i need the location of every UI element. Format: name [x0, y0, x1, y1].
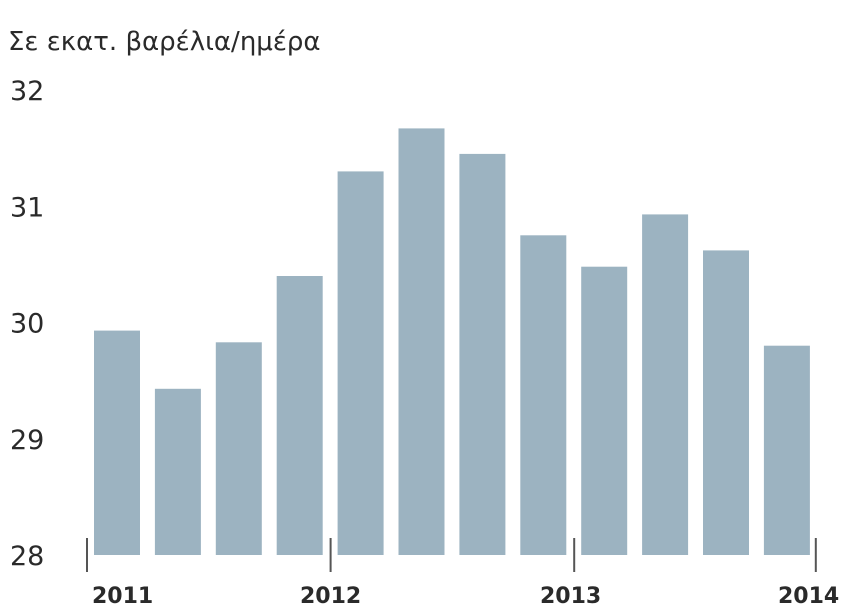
bar — [763, 345, 810, 555]
bar — [276, 276, 323, 555]
bar — [520, 235, 567, 556]
x-tick-label: 2012 — [300, 584, 361, 609]
bar — [337, 171, 384, 555]
y-tick-label: 32 — [10, 76, 44, 107]
y-tick-label: 28 — [10, 541, 44, 572]
x-tick-label: 2014 — [778, 584, 839, 609]
bar — [642, 214, 689, 555]
x-tick-label: 2013 — [540, 584, 601, 609]
bars-group — [94, 128, 810, 556]
y-tick-label: 30 — [10, 309, 44, 340]
bar — [703, 250, 749, 555]
bar — [215, 342, 262, 555]
bar — [94, 330, 140, 555]
x-axis-ticks: 2011 2012 2013 2014 — [86, 538, 839, 609]
y-axis-unit-label: Σε εκατ. βαρέλια/ημέρα — [8, 27, 321, 57]
bar — [581, 266, 628, 555]
bar — [154, 388, 201, 555]
y-tick-label: 31 — [10, 192, 44, 223]
bar — [459, 153, 506, 555]
y-axis-ticks: 32 31 30 29 28 — [10, 76, 44, 572]
x-tick-label: 2011 — [92, 584, 153, 609]
bar — [398, 128, 445, 555]
y-tick-label: 29 — [10, 425, 44, 456]
